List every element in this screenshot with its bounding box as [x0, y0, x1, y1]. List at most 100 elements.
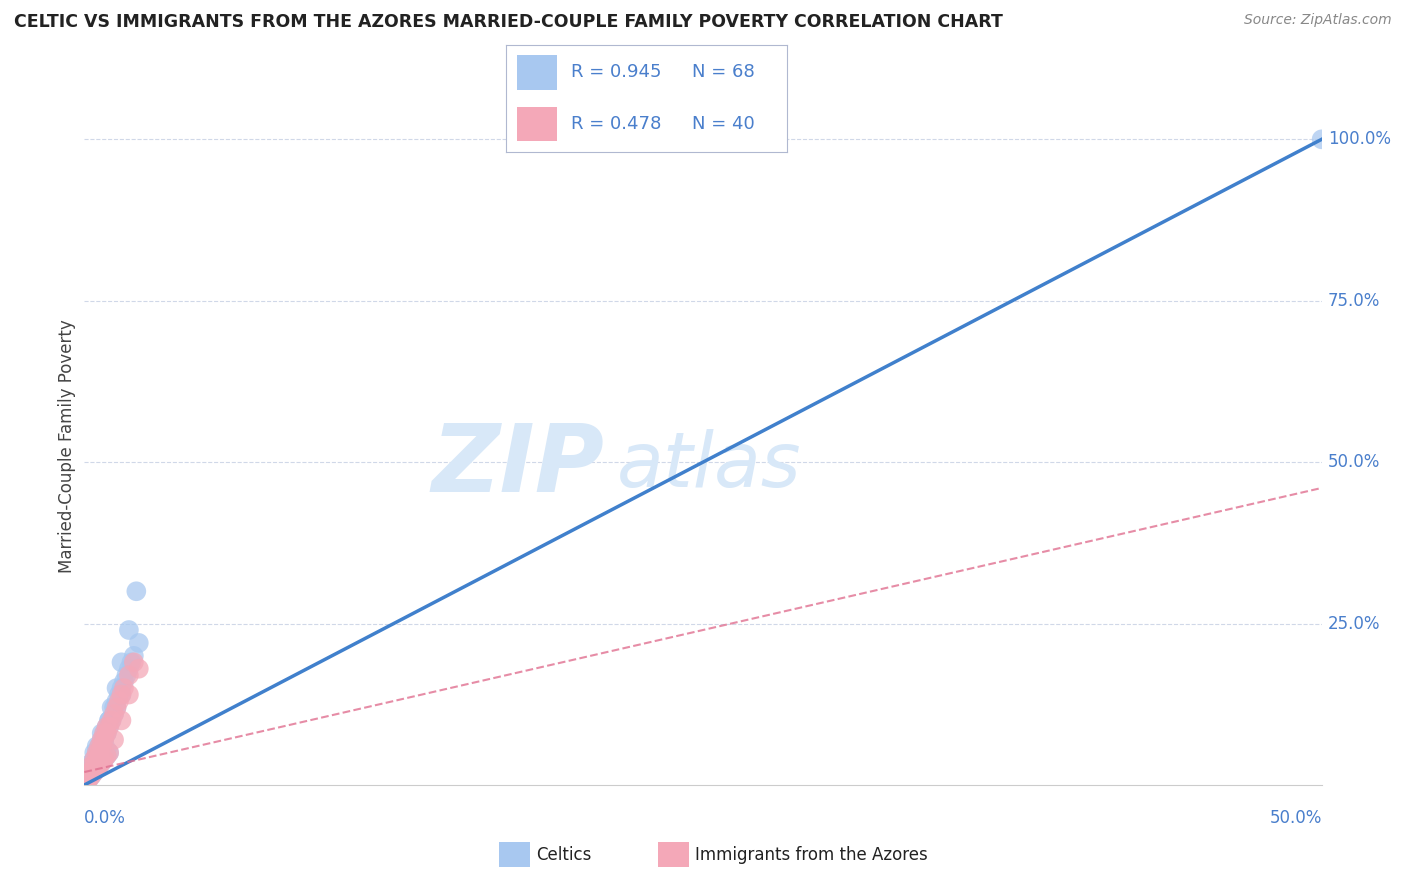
Point — [108, 688, 131, 702]
Point — [83, 758, 105, 772]
Point — [83, 758, 105, 772]
Point — [122, 648, 145, 663]
Point — [90, 739, 112, 754]
Point — [89, 739, 111, 754]
Point — [93, 732, 115, 747]
Point — [120, 655, 142, 669]
Point — [86, 752, 108, 766]
Text: CELTIC VS IMMIGRANTS FROM THE AZORES MARRIED-COUPLE FAMILY POVERTY CORRELATION C: CELTIC VS IMMIGRANTS FROM THE AZORES MAR… — [14, 13, 1002, 31]
Text: atlas: atlas — [616, 429, 801, 503]
Point — [86, 746, 108, 760]
Text: 25.0%: 25.0% — [1327, 615, 1381, 632]
Point — [96, 748, 118, 763]
Point — [128, 636, 150, 650]
Point — [96, 720, 118, 734]
Text: Source: ZipAtlas.com: Source: ZipAtlas.com — [1244, 13, 1392, 28]
Point — [118, 623, 141, 637]
Point — [93, 726, 115, 740]
Point — [105, 700, 128, 714]
Point — [80, 758, 103, 772]
Point — [110, 688, 132, 702]
Point — [105, 694, 128, 708]
Point — [105, 700, 128, 714]
Point — [76, 774, 98, 789]
Point — [98, 714, 121, 728]
Point — [122, 655, 145, 669]
Text: 75.0%: 75.0% — [1327, 292, 1381, 310]
Point — [76, 772, 98, 786]
Point — [125, 584, 148, 599]
Point — [89, 758, 111, 772]
Point — [83, 765, 105, 780]
Point — [76, 772, 98, 786]
Point — [79, 768, 101, 782]
Point — [93, 752, 115, 766]
Text: R = 0.945: R = 0.945 — [571, 63, 661, 81]
Point — [80, 765, 103, 780]
Point — [80, 765, 103, 780]
Point — [80, 768, 103, 782]
Point — [90, 726, 112, 740]
Point — [112, 681, 135, 695]
Point — [83, 746, 105, 760]
Point — [96, 726, 118, 740]
Point — [105, 681, 128, 695]
Point — [86, 746, 108, 760]
Point — [83, 752, 105, 766]
Point — [112, 674, 135, 689]
FancyBboxPatch shape — [517, 55, 557, 89]
Point — [76, 774, 98, 789]
Point — [80, 756, 103, 770]
Point — [115, 668, 138, 682]
Point — [89, 739, 111, 754]
Point — [83, 762, 105, 776]
Text: N = 40: N = 40 — [692, 115, 755, 133]
Point — [90, 752, 112, 766]
Point — [89, 746, 111, 760]
Point — [86, 758, 108, 772]
Point — [83, 752, 105, 766]
Point — [118, 688, 141, 702]
Point — [79, 765, 101, 780]
Point — [86, 762, 108, 776]
Point — [79, 768, 101, 782]
Point — [103, 732, 125, 747]
Point — [100, 714, 122, 728]
Point — [98, 746, 121, 760]
Point — [103, 700, 125, 714]
Text: 50.0%: 50.0% — [1327, 453, 1381, 471]
Text: 0.0%: 0.0% — [84, 809, 127, 827]
Point — [96, 726, 118, 740]
Text: N = 68: N = 68 — [692, 63, 755, 81]
Point — [90, 732, 112, 747]
Point — [100, 700, 122, 714]
Point — [90, 756, 112, 770]
Point — [80, 765, 103, 780]
Point — [83, 765, 105, 780]
Y-axis label: Married-Couple Family Poverty: Married-Couple Family Poverty — [58, 319, 76, 573]
Point — [79, 765, 101, 780]
Point — [96, 742, 118, 756]
Point — [79, 768, 101, 782]
Point — [79, 772, 101, 786]
Point — [89, 746, 111, 760]
Point — [89, 758, 111, 772]
Point — [90, 739, 112, 754]
Point — [86, 752, 108, 766]
Point — [96, 726, 118, 740]
Point — [108, 694, 131, 708]
Point — [98, 714, 121, 728]
Point — [110, 655, 132, 669]
Point — [1310, 132, 1333, 146]
Point — [93, 752, 115, 766]
Point — [93, 748, 115, 763]
Point — [89, 746, 111, 760]
Text: 50.0%: 50.0% — [1270, 809, 1322, 827]
Point — [93, 732, 115, 747]
Point — [110, 681, 132, 695]
Point — [118, 668, 141, 682]
Point — [128, 662, 150, 676]
Point — [103, 706, 125, 721]
Text: R = 0.478: R = 0.478 — [571, 115, 661, 133]
Point — [90, 732, 112, 747]
